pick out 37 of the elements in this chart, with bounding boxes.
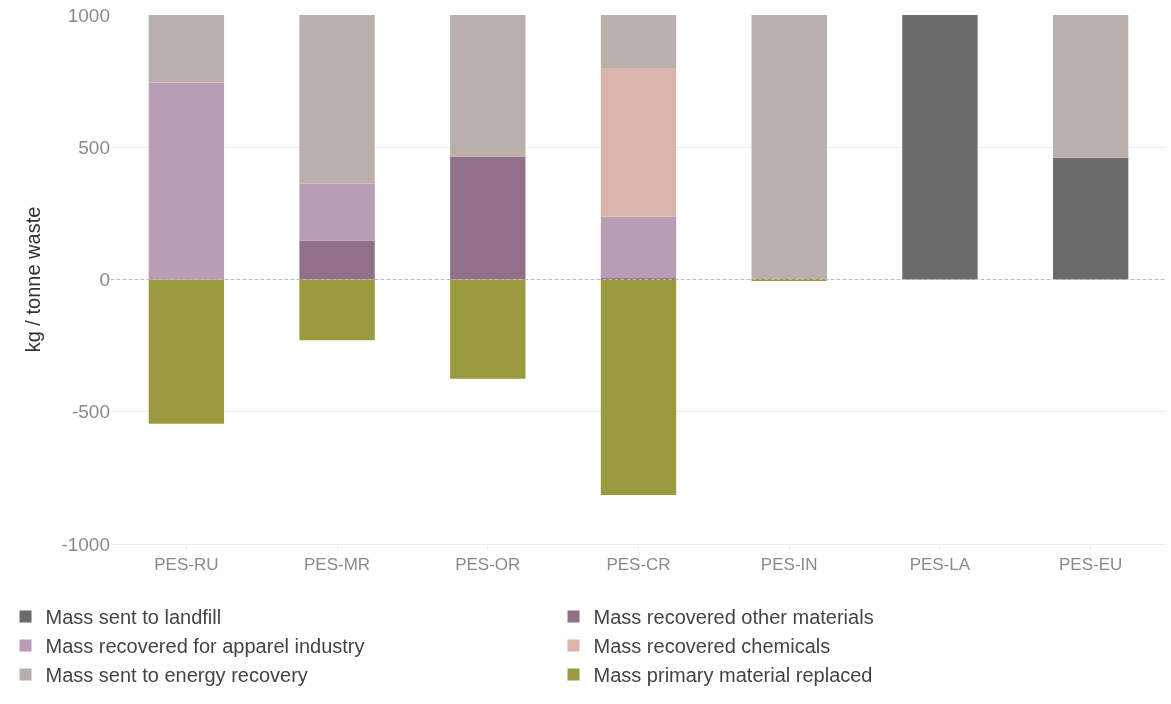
y-axis-title: kg / tonne waste [21, 206, 44, 353]
x-tick-label: PES-MR [304, 555, 371, 575]
bar [600, 15, 677, 69]
legend-label: Mass recovered chemicals [593, 635, 831, 658]
legend-label: Mass sent to landfill [45, 606, 222, 629]
bar [148, 82, 225, 280]
x-tick-label: PES-OR [455, 555, 521, 575]
bar [299, 183, 375, 241]
x-tick-label: PES-LA [909, 555, 971, 575]
bar [450, 156, 526, 280]
x-tick-label: PES-RU [154, 555, 219, 575]
y-tick-label: 0 [99, 269, 110, 291]
bar [751, 15, 827, 280]
bar [299, 15, 375, 184]
x-tick-label: PES-EU [1058, 555, 1123, 575]
legend-label: Mass primary material replaced [593, 664, 873, 687]
bar [450, 15, 526, 157]
bar [600, 216, 677, 279]
bar [600, 68, 677, 217]
bar [600, 279, 677, 496]
bar [148, 279, 225, 424]
bar [1052, 157, 1129, 280]
y-tick-label: 1000 [67, 4, 110, 26]
bar [299, 279, 375, 341]
legend-label: Mass recovered other materials [593, 606, 874, 629]
bar [450, 279, 526, 379]
legend-label: Mass sent to energy recovery [45, 664, 308, 687]
bar [148, 15, 225, 83]
y-tick-label: 500 [78, 136, 110, 158]
bar [1052, 15, 1129, 158]
x-tick-label: PES-CR [606, 555, 671, 575]
legend-label: Mass recovered for apparel industry [45, 635, 365, 658]
bar [299, 240, 375, 280]
y-tick-label: -1000 [61, 533, 110, 555]
bar [902, 15, 978, 280]
x-tick-label: PES-IN [760, 555, 818, 575]
y-tick-label: -500 [71, 401, 110, 423]
